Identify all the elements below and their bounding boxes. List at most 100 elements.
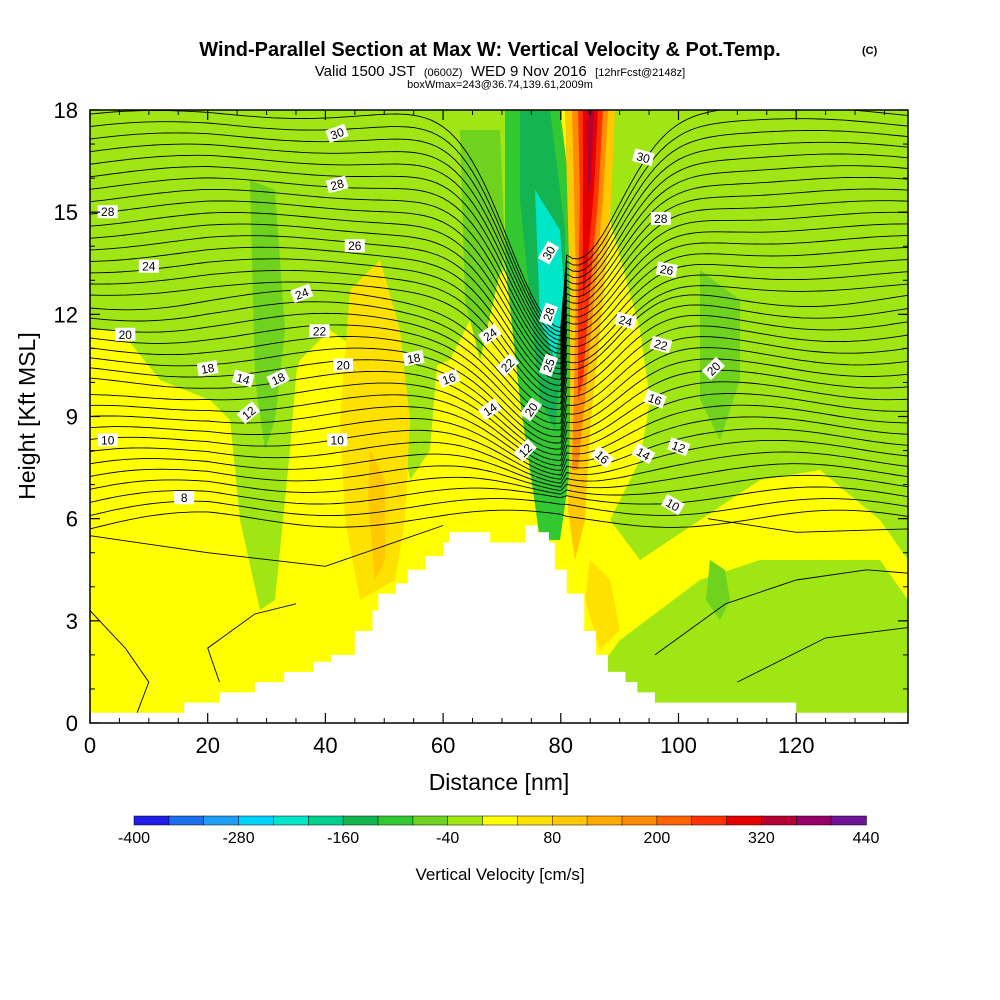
y-tick-label: 18 [54, 98, 78, 123]
colorbar-swatch [412, 815, 449, 826]
chart-subtitle-box: boxWmax=243@36.74,139.61,2009m [407, 79, 593, 91]
contour-label-value: 10 [331, 433, 345, 447]
theta-contour-line [90, 509, 908, 530]
y-tick-label: 0 [66, 711, 78, 736]
contour-label: 24 [614, 311, 637, 330]
colorbar-tick-label: 440 [853, 830, 880, 847]
theta-contour-line [90, 393, 908, 467]
y-tick-label: 12 [54, 302, 78, 327]
contour-label-bg [97, 433, 118, 447]
contour-label-bg [643, 389, 667, 409]
contour-label-bg [701, 356, 726, 381]
contour-label: 10 [327, 433, 348, 447]
contour-label-bg [631, 442, 656, 465]
contour-label-bg [327, 433, 348, 447]
theta-contour-line [90, 118, 908, 333]
x-axis-title: Distance [nm] [429, 769, 570, 795]
theta-contour-line-low [90, 610, 150, 713]
theta-contour-line [90, 153, 908, 346]
contour-label: 22 [495, 353, 520, 377]
theta-contour-line [90, 235, 908, 381]
contour-label: 12 [667, 437, 691, 457]
y-tick-label: 15 [54, 200, 78, 225]
colorbar-swatch [691, 815, 728, 826]
contour-label-bg [655, 261, 678, 278]
contour-label: 25 [539, 353, 559, 377]
theta-contour-line [90, 347, 908, 444]
colorbar-swatch [168, 815, 205, 826]
contour-label-value: 18 [269, 370, 287, 388]
contour-label: 18 [402, 349, 425, 367]
contour-label-bg [477, 323, 502, 346]
contour-label: 30 [537, 240, 560, 265]
contour-label-bg [513, 438, 537, 462]
colorbar: -400 -280 -160 -40 80 200 320 440 [118, 815, 880, 847]
contour-label: 28 [539, 302, 559, 326]
leewave-plume-core [583, 110, 598, 300]
subtitle-forecast: [12hrFcst@2148z] [595, 67, 685, 79]
theta-contour-line-low [654, 569, 908, 656]
axes: 0 20 40 60 80 100 120 0 3 6 9 12 15 18 [54, 98, 908, 758]
colorbar-swatch [796, 815, 832, 826]
contour-label-bg [290, 283, 314, 303]
contour-label: 12 [236, 401, 261, 425]
theta-contour-line-low [707, 518, 908, 533]
contour-label-bg [325, 175, 349, 194]
contour-label-bg [614, 311, 637, 330]
theta-contour-line [90, 358, 908, 450]
contour-label-value: 10 [101, 433, 115, 447]
contour-label-value: 24 [293, 285, 311, 303]
contour-label-bg [649, 335, 673, 354]
leewave-plume-peak [587, 110, 594, 200]
theta-contour-line [90, 130, 908, 337]
theta-contour-line [90, 451, 908, 488]
contour-label-value: 30 [329, 125, 347, 143]
contour-label-bg [231, 369, 255, 388]
colorbar-swatch [482, 815, 519, 826]
theta-contour-line [90, 289, 908, 410]
contour-label: 18 [266, 368, 290, 389]
colorbar-tick-label: 80 [543, 830, 561, 847]
x-tick-label: 20 [195, 733, 219, 758]
contour-label: 28 [97, 205, 118, 219]
theta-contour-line [90, 165, 908, 350]
contour-label: 14 [231, 369, 255, 388]
theta-contour-line [90, 463, 908, 492]
colorbar-swatch [273, 815, 310, 826]
theta-contour-line-low [207, 603, 297, 683]
subtitle-date: WED 9 Nov 2016 [471, 63, 587, 80]
contour-label-bg [519, 397, 543, 422]
contour-label-bg [97, 205, 118, 219]
colorbar-tick-label: 320 [748, 830, 775, 847]
contour-label-bg [344, 239, 365, 253]
contour-label: 20 [701, 356, 726, 381]
contour-label: 22 [649, 335, 673, 354]
colorbar-swatch [203, 815, 240, 826]
contour-label-value: 30 [635, 149, 652, 166]
contour-label-bg [138, 259, 159, 273]
contour-label-bg [174, 491, 195, 505]
contour-label: 26 [655, 261, 678, 278]
contour-label-value: 26 [348, 239, 362, 253]
contour-label-value: 22 [653, 337, 670, 354]
contour-label-value: 26 [659, 262, 675, 278]
contour-label-bg [402, 349, 425, 367]
contour-label: 26 [344, 239, 365, 253]
y-tick-label: 6 [66, 507, 78, 532]
colorbar-swatch [447, 815, 484, 826]
contour-label-value: 24 [142, 260, 156, 274]
theta-contour-line [90, 141, 908, 342]
contour-label-value: 28 [329, 176, 346, 193]
colorbar-swatch [342, 815, 379, 826]
contour-label: 22 [309, 324, 330, 338]
contour-label: 20 [519, 397, 543, 422]
theta-contour-line [90, 474, 908, 496]
colorbar-tick-label: -400 [118, 830, 150, 847]
y-tick-label: 3 [66, 609, 78, 634]
x-tick-label: 40 [313, 733, 337, 758]
contour-label-value: 28 [654, 212, 668, 226]
contour-label-value: 28 [101, 205, 115, 219]
contour-label: 10 [97, 433, 118, 447]
contour-label-value: 16 [440, 370, 458, 388]
contour-label-value: 12 [670, 438, 688, 456]
